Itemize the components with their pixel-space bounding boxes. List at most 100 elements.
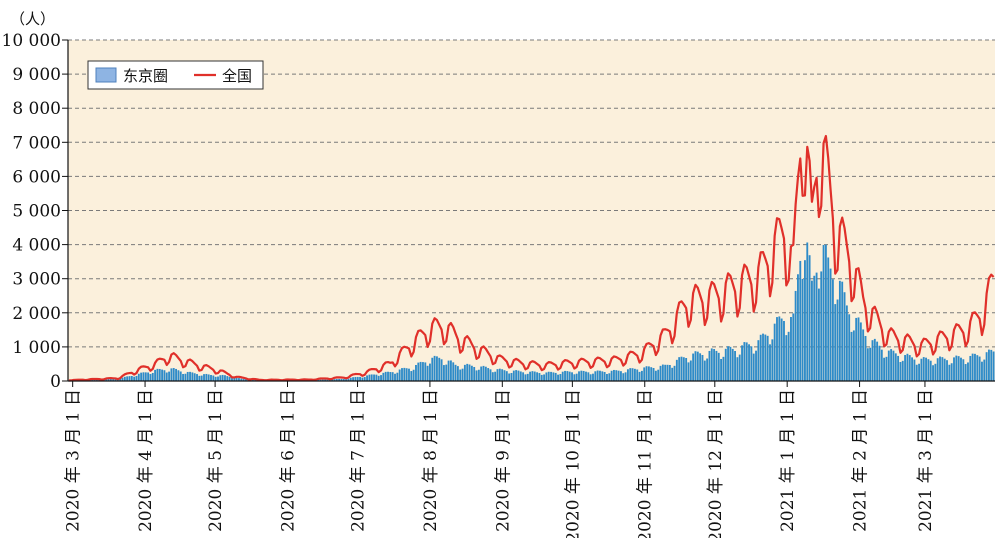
y-tick-label: 2 000 <box>12 304 61 324</box>
bar <box>415 364 417 381</box>
bar <box>901 360 904 381</box>
bar <box>429 363 431 381</box>
y-axis-ticks: 0 1 000 2 000 3 000 4 000 5 000 6 000 7 000 8 00… <box>2 31 68 392</box>
bar <box>375 374 378 381</box>
bar <box>363 377 366 381</box>
bar <box>671 367 674 381</box>
bar <box>561 371 564 381</box>
bar <box>948 364 951 381</box>
bar <box>510 372 513 381</box>
bar <box>992 351 995 381</box>
bar <box>815 272 818 381</box>
x-tick-label: 2020 年 4 月 1 日 <box>136 389 156 532</box>
bar <box>387 371 389 381</box>
bar <box>333 379 336 381</box>
bar <box>568 371 571 381</box>
bar <box>436 356 438 381</box>
bar <box>596 370 599 381</box>
bar <box>822 244 825 381</box>
bar <box>727 346 730 381</box>
bar <box>233 378 236 381</box>
bar <box>673 365 676 381</box>
bar <box>932 365 934 381</box>
bar <box>589 374 592 381</box>
bar <box>426 365 429 381</box>
bar <box>242 379 245 381</box>
bar <box>787 331 790 381</box>
bar <box>217 376 219 381</box>
bar <box>799 260 802 381</box>
bar <box>252 379 254 381</box>
bar <box>580 370 583 381</box>
bar <box>785 335 788 381</box>
bar <box>477 369 480 381</box>
bar <box>934 363 937 381</box>
bar <box>659 365 662 381</box>
bar <box>377 375 380 381</box>
bar <box>140 372 143 381</box>
bar <box>720 358 723 381</box>
bar <box>969 355 972 381</box>
bar <box>729 346 732 381</box>
bar <box>661 364 664 381</box>
bar <box>620 371 622 381</box>
bar <box>424 362 427 381</box>
bar <box>978 356 981 381</box>
bar <box>496 369 499 381</box>
bar <box>508 373 511 381</box>
bar <box>245 379 247 381</box>
bar <box>862 329 865 381</box>
bar <box>123 376 126 381</box>
bar <box>459 369 462 381</box>
bar <box>873 338 876 381</box>
bar <box>573 374 576 381</box>
bar <box>724 348 727 381</box>
bar <box>976 355 979 381</box>
bar <box>158 368 161 381</box>
bar <box>666 364 669 381</box>
bar <box>834 304 837 381</box>
bar <box>175 368 177 381</box>
bar <box>915 364 918 381</box>
bar <box>205 373 208 381</box>
bar <box>904 355 907 381</box>
bar <box>696 351 699 381</box>
bar <box>771 339 774 381</box>
bar <box>592 373 594 381</box>
bar <box>177 370 180 381</box>
bar <box>203 374 205 381</box>
bar <box>433 355 436 381</box>
bar <box>883 357 886 381</box>
bar <box>165 372 168 381</box>
bar <box>731 348 734 381</box>
bar <box>843 292 846 381</box>
bar <box>431 357 434 381</box>
bar <box>971 353 974 381</box>
bar <box>380 375 382 381</box>
bar <box>338 378 341 381</box>
bar <box>957 356 960 381</box>
bar <box>631 368 634 381</box>
bar <box>498 368 501 381</box>
bar <box>161 369 164 381</box>
bar <box>773 323 776 381</box>
bar <box>240 378 243 381</box>
bar <box>869 347 872 381</box>
bar <box>494 371 497 381</box>
bar <box>757 340 760 381</box>
bar <box>238 378 240 381</box>
bar <box>911 357 914 381</box>
legend-box <box>87 60 264 90</box>
bar <box>745 342 748 381</box>
bar <box>126 376 129 381</box>
bar <box>988 349 990 381</box>
bar <box>384 371 387 381</box>
bar <box>107 378 110 381</box>
bar <box>186 371 189 381</box>
bar <box>529 371 532 381</box>
bar <box>701 354 704 381</box>
bar <box>505 371 508 381</box>
bar <box>389 372 392 381</box>
bar <box>668 364 671 381</box>
